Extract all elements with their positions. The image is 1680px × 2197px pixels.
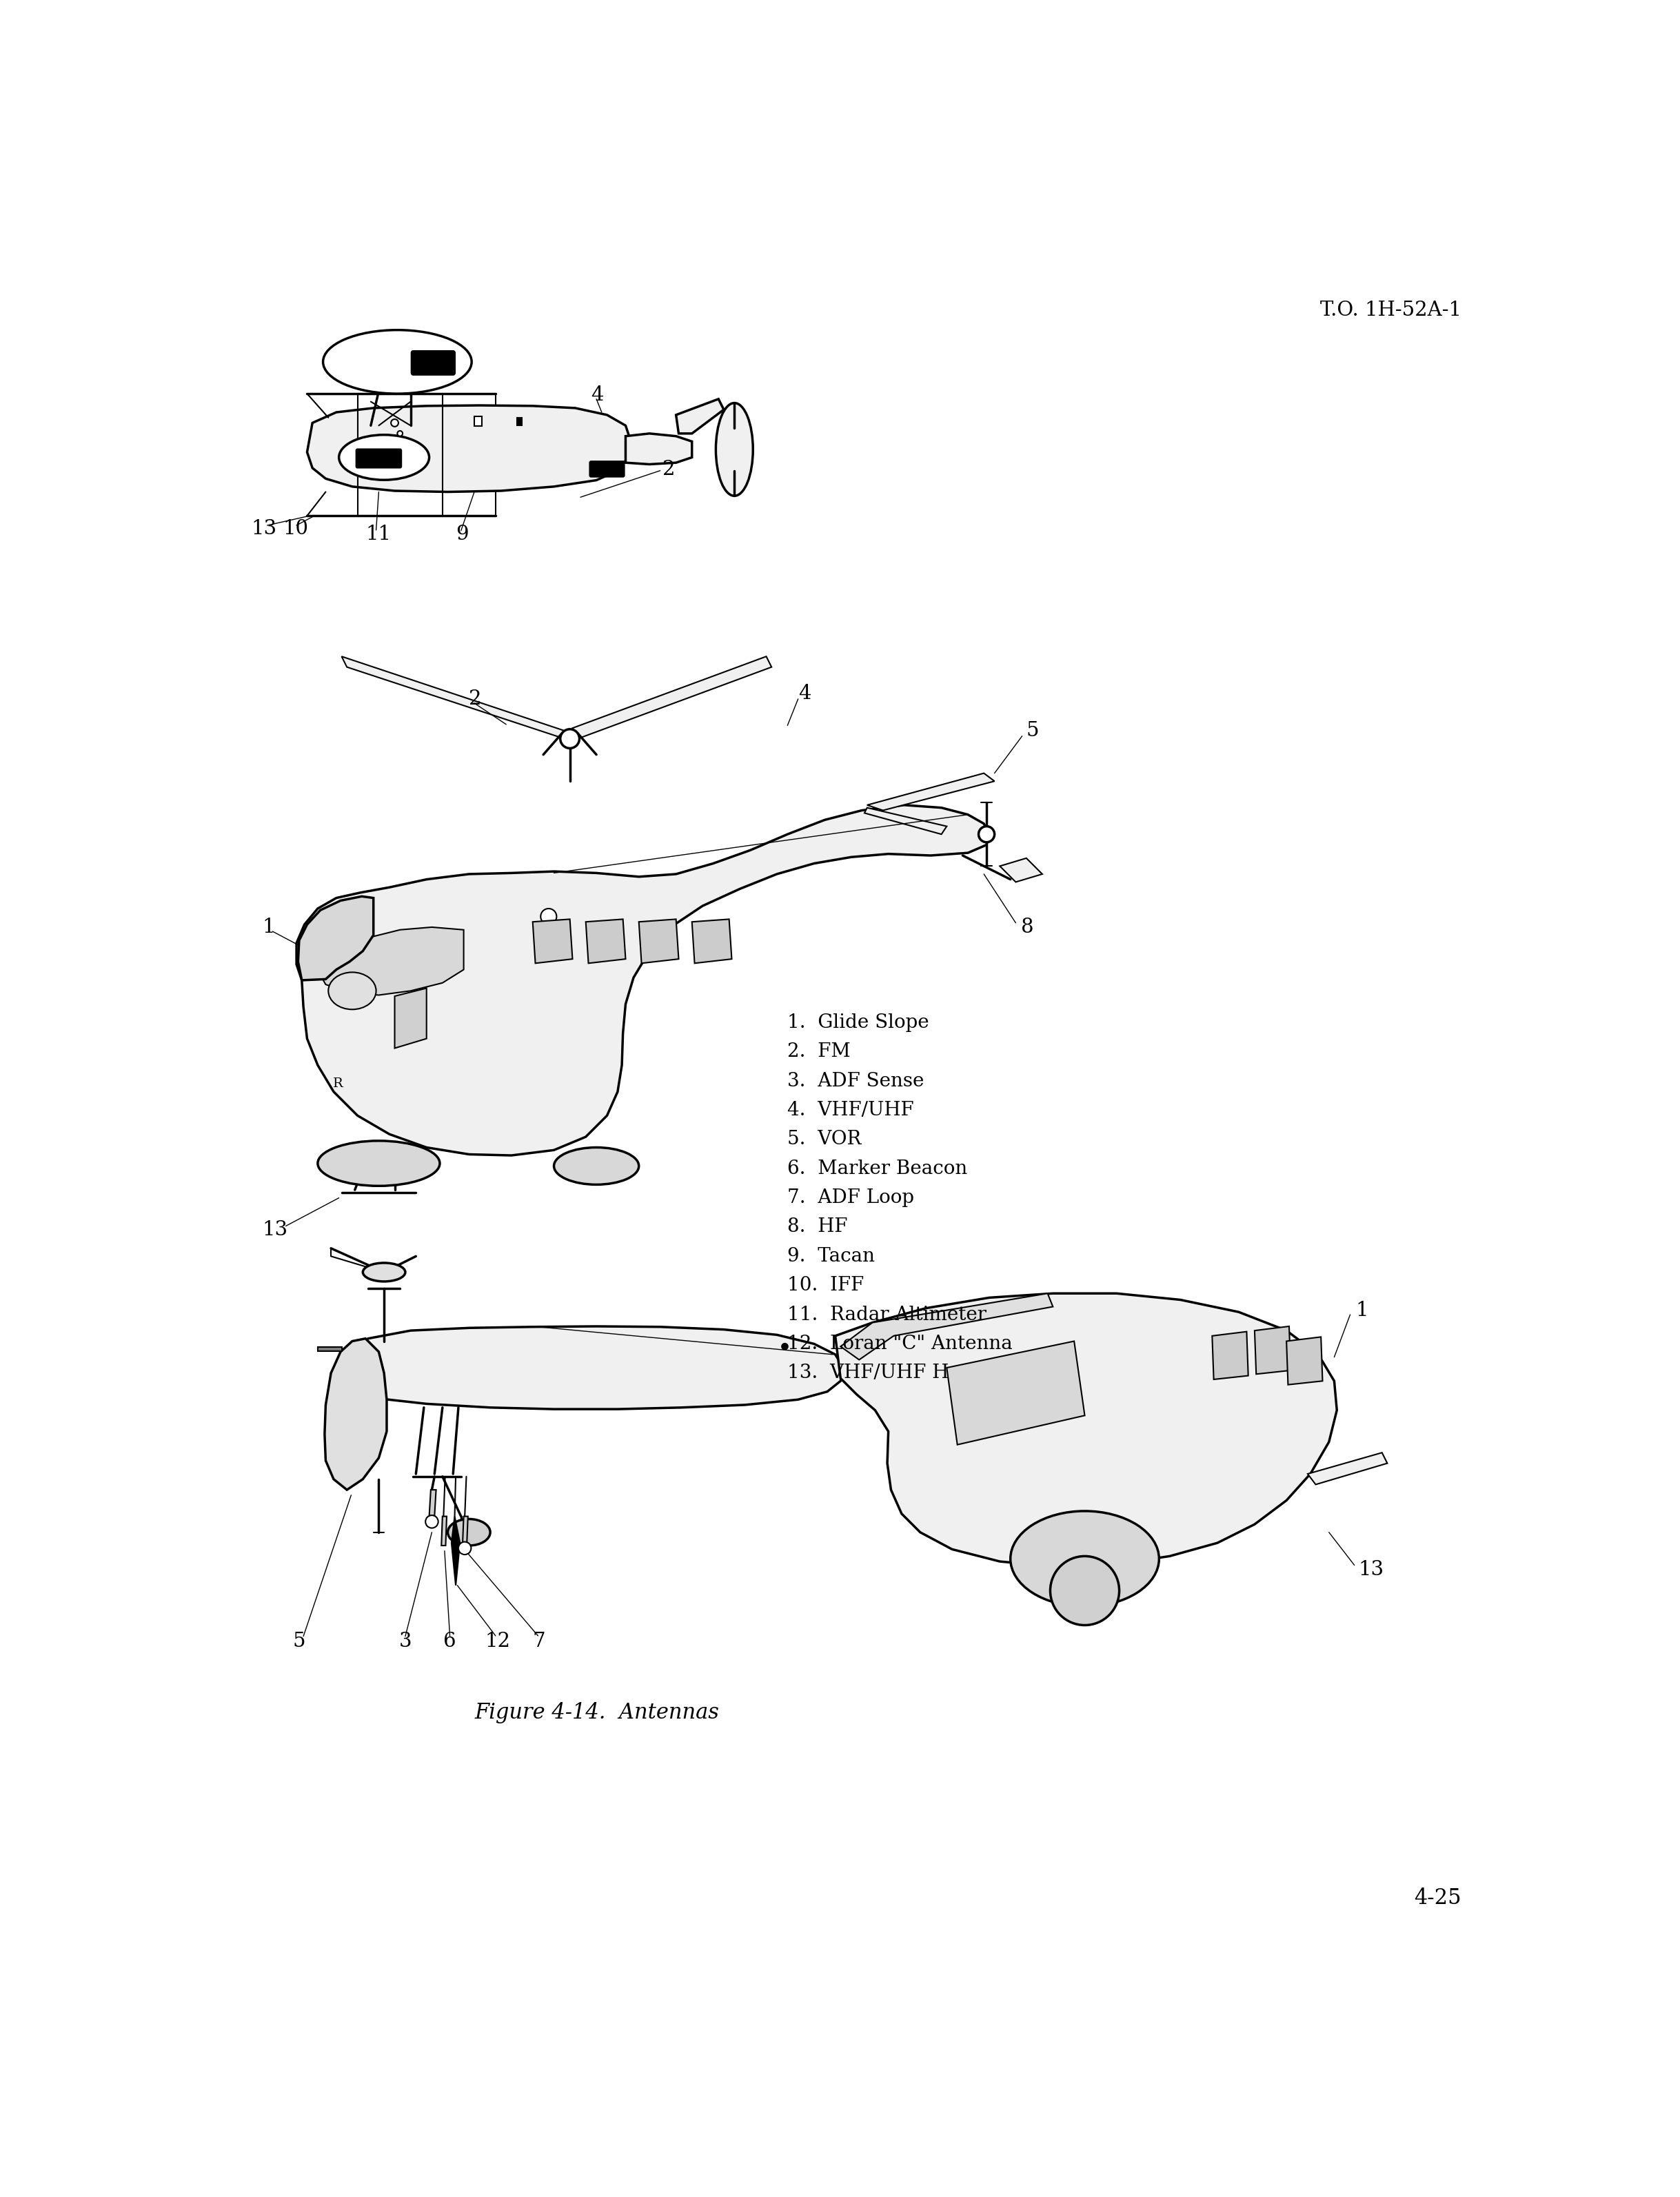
Text: T.O. 1H-52A-1: T.O. 1H-52A-1 [1320,301,1462,321]
Text: 3.  ADF Sense: 3. ADF Sense [788,1072,924,1090]
Bar [474,417,482,426]
Text: 8.  HF: 8. HF [788,1217,848,1237]
Text: 1: 1 [1356,1301,1368,1320]
Bar [517,417,522,424]
Polygon shape [638,918,679,962]
Polygon shape [692,918,732,962]
Text: 6: 6 [444,1632,457,1650]
Polygon shape [948,1340,1085,1446]
Polygon shape [867,773,995,811]
Text: 7: 7 [533,1632,546,1650]
Ellipse shape [449,1518,491,1544]
Polygon shape [835,1294,1337,1566]
Polygon shape [452,1516,460,1586]
Polygon shape [865,808,948,835]
Circle shape [425,1516,438,1529]
Polygon shape [307,406,632,492]
Polygon shape [442,1516,447,1544]
Text: Figure 4-14.  Antennas: Figure 4-14. Antennas [474,1703,719,1722]
Polygon shape [395,989,427,1048]
Text: 11.  Radar Altimeter: 11. Radar Altimeter [788,1305,986,1325]
Text: 10.  IFF: 10. IFF [788,1276,864,1294]
Text: 3: 3 [398,1632,412,1650]
Polygon shape [675,400,724,433]
Text: 8: 8 [1021,918,1033,936]
Text: 4: 4 [591,387,603,404]
Text: 13: 13 [1357,1560,1384,1580]
Polygon shape [625,433,692,464]
Text: 12: 12 [486,1632,511,1650]
Polygon shape [1255,1327,1290,1373]
Polygon shape [1307,1452,1388,1485]
Circle shape [1050,1555,1119,1626]
Text: 5.  VOR: 5. VOR [788,1129,862,1149]
Polygon shape [324,1338,386,1490]
Ellipse shape [363,1263,405,1281]
Text: R: R [333,1077,343,1090]
Bar [318,1347,341,1351]
Polygon shape [428,1490,437,1516]
Circle shape [398,431,403,437]
Text: 2: 2 [469,690,482,710]
Polygon shape [349,1327,843,1408]
Polygon shape [1000,859,1042,881]
Polygon shape [341,657,573,740]
Ellipse shape [323,330,472,393]
Ellipse shape [328,973,376,1008]
Polygon shape [533,918,573,962]
Ellipse shape [1010,1512,1159,1606]
Polygon shape [840,1294,1053,1360]
FancyBboxPatch shape [356,448,402,468]
Polygon shape [586,918,625,962]
Polygon shape [296,804,990,1156]
Circle shape [541,910,556,925]
Text: 9.  Tacan: 9. Tacan [788,1248,875,1265]
Polygon shape [1213,1331,1248,1380]
Text: 11: 11 [366,525,391,545]
Ellipse shape [554,1147,638,1184]
Text: 2: 2 [662,459,675,479]
Text: 2.  FM: 2. FM [788,1044,850,1061]
Circle shape [391,420,398,426]
Circle shape [561,729,580,749]
Text: 9: 9 [455,525,469,545]
Circle shape [978,826,995,841]
FancyBboxPatch shape [412,352,455,376]
Text: 5: 5 [292,1632,306,1650]
Text: 12.  Loran "C" Antenna: 12. Loran "C" Antenna [788,1334,1013,1353]
Polygon shape [573,657,771,738]
Text: 6.  Marker Beacon: 6. Marker Beacon [788,1160,968,1178]
Text: 4-25: 4-25 [1415,1887,1462,1909]
Text: 7.  ADF Loop: 7. ADF Loop [788,1189,914,1206]
Polygon shape [321,927,464,995]
Circle shape [781,1342,788,1349]
Text: 10: 10 [284,518,309,538]
Text: 5: 5 [1026,721,1040,740]
FancyBboxPatch shape [590,461,625,477]
Ellipse shape [716,402,753,497]
Text: 13.  VHF/UHF Homing: 13. VHF/UHF Homing [788,1364,1010,1382]
Text: 4: 4 [798,683,811,703]
Text: 13: 13 [252,518,277,538]
Polygon shape [462,1516,469,1542]
Circle shape [459,1542,470,1555]
Text: 1: 1 [262,918,276,936]
Ellipse shape [318,1140,440,1186]
Polygon shape [1287,1338,1322,1384]
Text: 13: 13 [262,1219,287,1239]
Ellipse shape [339,435,428,479]
Text: 1.  Glide Slope: 1. Glide Slope [788,1013,929,1033]
Polygon shape [297,896,373,980]
Text: 4.  VHF/UHF: 4. VHF/UHF [788,1101,914,1120]
